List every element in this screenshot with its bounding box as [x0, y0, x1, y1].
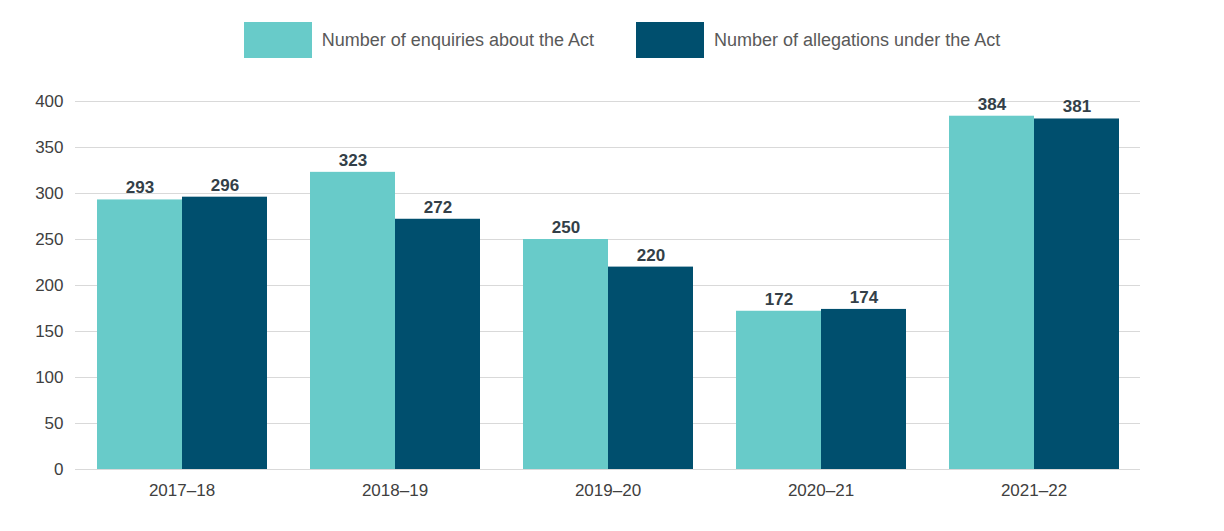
svg-text:296: 296 — [211, 176, 239, 195]
svg-text:384: 384 — [978, 95, 1007, 114]
svg-text:100: 100 — [35, 368, 63, 387]
html-text:Number of enquiries about the: Number of enquiries about the Act — [321, 29, 594, 50]
svg-text:200: 200 — [35, 276, 63, 295]
svg-text:2017–18: 2017–18 — [149, 481, 215, 500]
svg-text:400: 400 — [35, 92, 63, 111]
svg-text:150: 150 — [35, 322, 63, 341]
svg-text:300: 300 — [35, 184, 63, 203]
svg-text:323: 323 — [339, 151, 367, 170]
svg-text:50: 50 — [45, 414, 64, 433]
html-text:Number of allegations under th: Number of allegations under the Act — [714, 29, 1001, 50]
svg-text:2018–19: 2018–19 — [362, 481, 428, 500]
svg-text:350: 350 — [35, 138, 63, 157]
svg-text:272: 272 — [424, 198, 452, 217]
svg-text:381: 381 — [1063, 97, 1091, 116]
svg-text:293: 293 — [126, 178, 154, 197]
svg-text:250: 250 — [35, 230, 63, 249]
svg-text:2021–22: 2021–22 — [1001, 481, 1067, 500]
svg-text:220: 220 — [637, 246, 665, 265]
svg-text:250: 250 — [552, 218, 580, 237]
svg-text:174: 174 — [850, 288, 879, 307]
svg-text:2019–20: 2019–20 — [575, 481, 641, 500]
svg-text:0: 0 — [54, 460, 63, 479]
svg-text:2020–21: 2020–21 — [788, 481, 854, 500]
svg-text:172: 172 — [765, 290, 793, 309]
